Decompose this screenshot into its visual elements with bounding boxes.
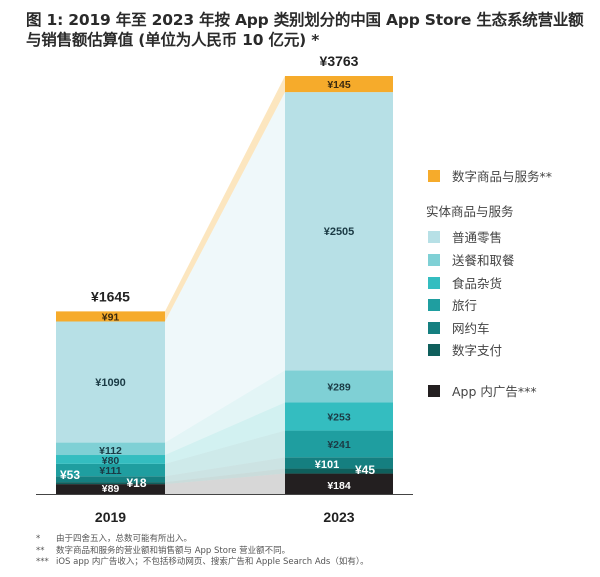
data-label-digital-2019: ¥91 [102, 311, 120, 323]
legend-item-physical: 网约车 [428, 318, 490, 337]
data-label-ridehailing-2023: ¥101 [315, 459, 339, 471]
footnote-1: * 由于四舍五入，总数可能有所出入。 [36, 534, 193, 544]
bar-segment-grocery-2019 [56, 455, 165, 464]
footnotes: * 由于四舍五入，总数可能有所出入。 ** 数字商品和服务的营业额和销售额与 App… [36, 534, 369, 569]
bar-segment-ads-2019 [56, 484, 165, 494]
bar-segment-digital-2019 [56, 311, 165, 322]
connector-band-retail [165, 92, 285, 443]
connector-band-grocery [165, 402, 285, 464]
data-label-ads-2019: ¥89 [102, 483, 120, 495]
connector-band-payments [165, 468, 285, 485]
data-label-travel-2019: ¥111 [99, 465, 121, 477]
legend-label: 食品杂货 [452, 276, 503, 291]
legend-item-physical: 普通零售 [428, 227, 502, 246]
connector-band-digital [165, 76, 285, 322]
legend-swatch [428, 253, 440, 266]
data-label-digital-2023: ¥145 [327, 79, 351, 91]
legend-swatch-digital [428, 169, 440, 182]
data-label-retail-2019: ¥1090 [95, 377, 126, 389]
legend-label: 网约车 [452, 321, 490, 336]
legend-item-physical: 旅行 [428, 295, 477, 314]
x-tick-label-2019: 2019 [95, 509, 126, 525]
bar-segment-payments-2019 [56, 482, 165, 485]
legend-label: 送餐和取餐 [452, 253, 515, 268]
total-label-2023: ¥3763 [320, 53, 359, 69]
data-label-grocery-2019: ¥80 [102, 455, 120, 467]
legend-swatch [428, 298, 440, 311]
bar-segment-retail-2023 [285, 92, 393, 371]
data-label-travel-2023: ¥241 [327, 439, 351, 451]
bar-segment-payments-2023 [285, 468, 393, 474]
bar-segment-travel-2023 [285, 430, 393, 458]
legend-item-physical: 食品杂货 [428, 273, 502, 292]
bar-segment-ads-2023 [285, 473, 393, 494]
footnote-2: ** 数字商品和服务的营业额和销售额与 App Store 营业额不同。 [36, 545, 291, 556]
data-label-payments-2019: ¥18 [126, 476, 146, 490]
data-label-grocery-2023: ¥253 [327, 412, 351, 424]
bar-connectors [165, 76, 285, 494]
legend-item-physical: 送餐和取餐 [428, 250, 515, 269]
connector-band-ridehailing [165, 457, 285, 483]
legend-item-digital: 数字商品与服务** [428, 166, 552, 185]
total-label-2019: ¥1645 [91, 288, 130, 304]
x-tick-labels: 2019 2023 [95, 509, 355, 525]
bar-segment-grocery-2023 [285, 402, 393, 431]
connector-band-delivery [165, 370, 285, 456]
legend-swatch [428, 343, 440, 356]
legend-swatch [428, 321, 440, 334]
data-label-delivery-2023: ¥289 [327, 381, 351, 393]
bar-segment-travel-2019 [56, 463, 165, 477]
connector-band-ads [165, 473, 285, 494]
bar-segment-digital-2023 [285, 76, 393, 93]
bar-segment-ridehailing-2023 [285, 457, 393, 469]
data-label-delivery-2019: ¥112 [99, 445, 122, 457]
bar-segment-delivery-2023 [285, 370, 393, 403]
legend-label: 数字支付 [452, 343, 503, 358]
legend-label-ads: App 内广告*** [452, 384, 537, 399]
data-labels: ¥89 ¥18 ¥53 ¥111¥80¥112 ¥1090 ¥91 ¥1645 ¥184 ¥45… [60, 53, 375, 495]
legend-label-digital: 数字商品与服务** [452, 169, 553, 184]
bar-segment-retail-2019 [56, 321, 165, 443]
legend-swatch [428, 230, 440, 243]
chart-title: 图 1: 2019 年至 2023 年按 App 类别划分的中国 App Sto… [26, 11, 584, 49]
legend-item-ads: App 内广告*** [428, 381, 537, 400]
bar-segment-delivery-2019 [56, 442, 165, 456]
data-label-ridehailing-2019: ¥53 [60, 468, 80, 482]
x-tick-label-2023: 2023 [323, 509, 354, 525]
connector-band-travel [165, 430, 285, 477]
data-label-ads-2023: ¥184 [327, 480, 351, 492]
footnote-3: *** iOS app 内广告收入；不包括移动网页、搜索广告和 Apple Sea… [36, 557, 369, 567]
bars [56, 76, 393, 494]
bar-segment-ridehailing-2019 [56, 476, 165, 483]
legend-swatch-ads [428, 384, 440, 397]
data-label-retail-2023: ¥2505 [324, 226, 355, 238]
legend-item-physical: 数字支付 [428, 340, 502, 359]
data-label-payments-2023: ¥45 [355, 463, 375, 477]
legend-label: 旅行 [452, 298, 478, 313]
legend-header-physical: 实体商品与服务 [426, 204, 514, 219]
legend-swatch [428, 276, 440, 289]
legend-label: 普通零售 [452, 230, 503, 245]
